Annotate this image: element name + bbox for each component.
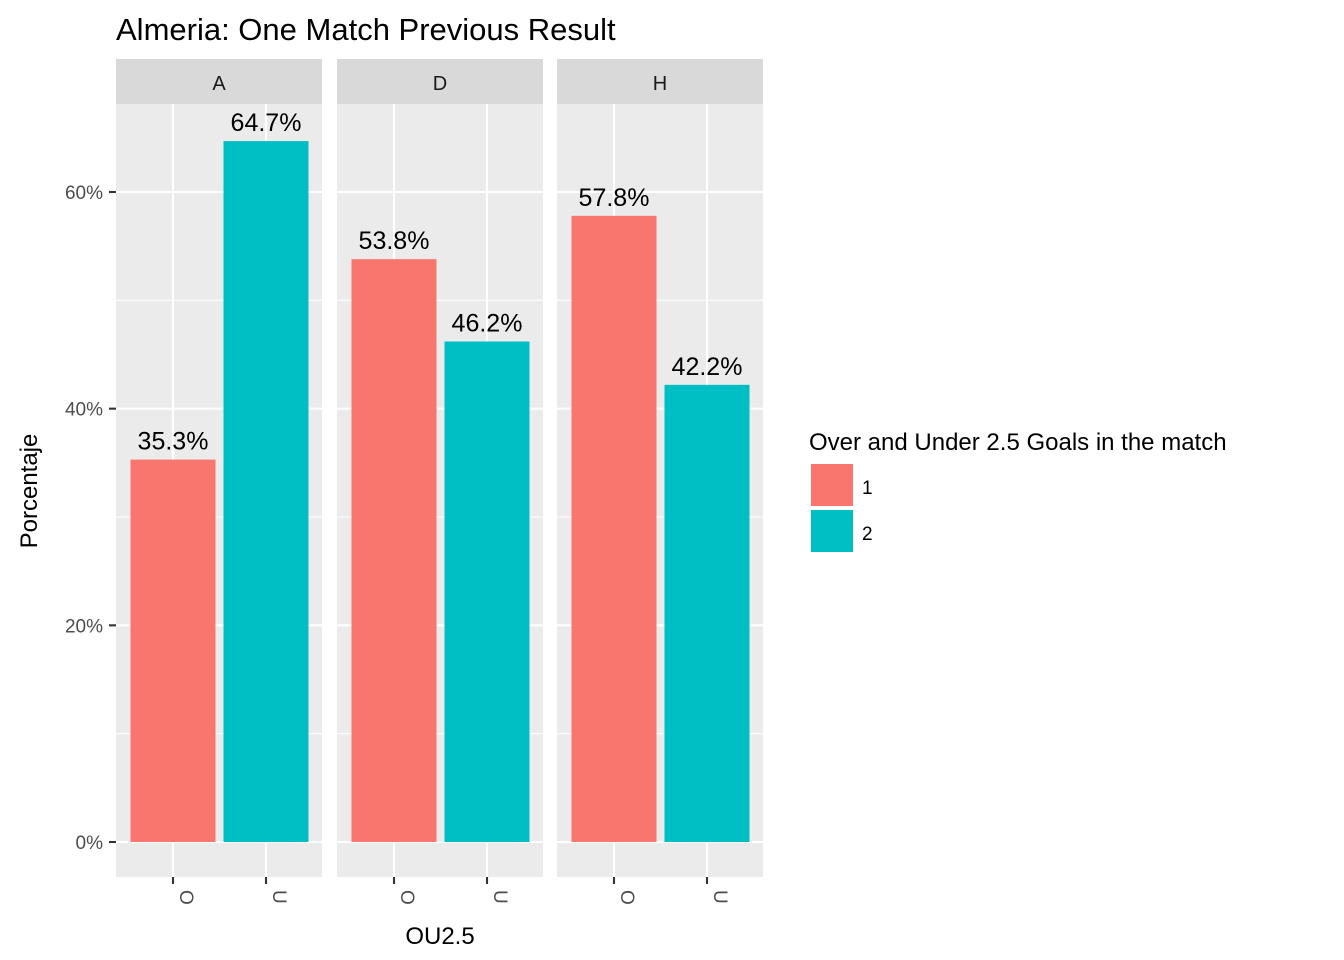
facet-strip-label: H (653, 73, 667, 95)
legend-label: 2 (862, 524, 873, 545)
facet-strip-label: D (433, 73, 447, 95)
x-tick-label: U (489, 890, 510, 904)
x-axis-title: OU2.5 (405, 923, 474, 950)
bar-data-label: 35.3% (138, 428, 209, 456)
x-tick-label: U (268, 890, 289, 904)
facet-panel-D: D 53.8% 46.2% O U (337, 59, 543, 905)
bar-D-O (351, 259, 437, 843)
facet-strip (557, 59, 763, 104)
x-tick-label: O (396, 890, 417, 905)
legend-label: 1 (862, 478, 873, 499)
bar-D-U (444, 341, 530, 842)
x-tick-label: O (175, 890, 196, 905)
y-tick-label: 20% (65, 616, 103, 637)
legend-swatch-2 (811, 510, 853, 552)
legend: Over and Under 2.5 Goals in the match 1 2 (809, 429, 1227, 552)
facet-panel-A: A 35.3% 64.7% O U (116, 59, 322, 905)
y-tick-label: 0% (76, 833, 104, 854)
bar-H-U (664, 384, 750, 842)
facet-panel-H: H 57.8% 42.2% O U (557, 59, 763, 905)
facet-strip-label: A (212, 73, 226, 95)
x-tick-label: U (709, 890, 730, 904)
y-axis-title: Porcentaje (16, 434, 43, 549)
bar-A-U (223, 141, 309, 843)
bar-data-label: 53.8% (359, 227, 430, 255)
facet-strip (337, 59, 543, 104)
chart-title: Almeria: One Match Previous Result (116, 12, 616, 47)
bar-A-O (130, 459, 216, 842)
bar-data-label: 64.7% (231, 109, 302, 137)
facet-strip (116, 59, 322, 104)
bar-data-label: 46.2% (452, 310, 523, 338)
bar-data-label: 42.2% (672, 353, 743, 381)
bar-data-label: 57.8% (579, 184, 650, 212)
y-tick-label: 40% (65, 400, 103, 421)
legend-title: Over and Under 2.5 Goals in the match (809, 429, 1227, 456)
y-tick-label: 60% (65, 183, 103, 204)
bar-H-O (571, 215, 657, 843)
legend-swatch-1 (811, 464, 853, 506)
x-tick-label: O (616, 890, 637, 905)
